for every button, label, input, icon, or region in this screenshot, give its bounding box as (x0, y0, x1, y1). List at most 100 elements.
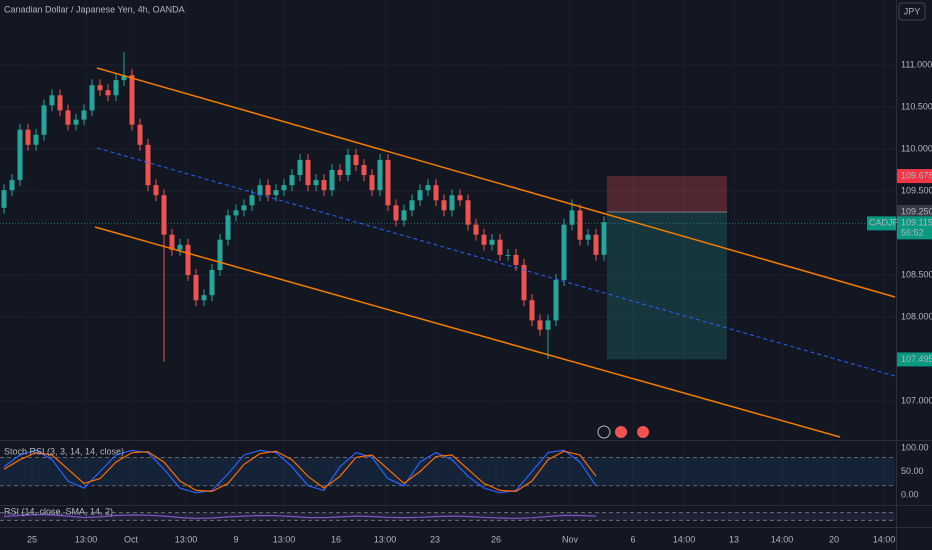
candle-body (425, 185, 431, 191)
candle-body (297, 159, 303, 176)
x-tick-label: 25 (27, 534, 37, 544)
candle-body (257, 185, 263, 196)
candle-body (353, 154, 359, 165)
candle-body (553, 280, 559, 321)
x-tick-label: 13:00 (75, 534, 98, 544)
candle-body (393, 205, 399, 221)
y-tick-label: 108.000 (901, 311, 932, 321)
candle-body (569, 210, 575, 225)
symbol-label: CADJPY (869, 218, 905, 228)
risk-zone (607, 176, 727, 213)
candle-body (513, 254, 519, 265)
candle-body (169, 234, 175, 250)
candle-body (593, 234, 599, 255)
stoch-title: Stoch RSI (3, 3, 14, 14, close) (4, 446, 124, 456)
y-tick-label: 0.00 (901, 490, 919, 500)
candle-body (273, 190, 279, 196)
indicator-line (3, 513, 597, 520)
candle-body (137, 124, 143, 145)
candle-body (249, 195, 255, 206)
candle-body (321, 180, 327, 191)
x-tick-label: 14:00 (873, 534, 896, 544)
chart-title: Canadian Dollar / Japanese Yen, 4h, OAND… (4, 4, 185, 14)
candle-body (457, 195, 463, 201)
x-tick-label: Oct (124, 534, 139, 544)
candle-body (537, 320, 543, 330)
candle-body (497, 239, 503, 255)
candle-body (241, 205, 247, 211)
candle-body (529, 300, 535, 321)
candle-body (449, 195, 455, 211)
candle-body (577, 210, 583, 240)
y-tick-label: 110.500 (901, 101, 932, 111)
candle-body (281, 185, 287, 191)
candle-body (289, 175, 295, 186)
candle-body (33, 134, 39, 145)
candle-body (57, 95, 63, 111)
candle-body (185, 244, 191, 276)
indicator-line (3, 449, 597, 494)
price-axis: 111.000 110.500 110.000 109.500 108.500 108.0… (27, 59, 932, 544)
x-tick-label: 14:00 (771, 534, 794, 544)
currency-label: JPY (904, 6, 921, 16)
candle-body (505, 254, 511, 256)
candle-body (17, 129, 23, 181)
candle-body (81, 110, 87, 120)
candle-body (41, 105, 47, 135)
candle-body (401, 210, 407, 221)
candle-body (433, 185, 439, 201)
candle-body (209, 269, 215, 296)
stop-loss-label: 109.678 (901, 170, 932, 180)
y-tick-label: 110.000 (901, 143, 932, 153)
candle-body (441, 200, 447, 211)
candle-body (465, 200, 471, 225)
event-icons (597, 425, 649, 439)
x-tick-label: 26 (491, 534, 501, 544)
indicator-line (3, 450, 597, 493)
candle-body (481, 234, 487, 245)
x-tick-label: 16 (331, 534, 341, 544)
candle-body (201, 295, 207, 301)
last-price-label: 109.115 (901, 218, 932, 228)
event-icon[interactable] (637, 426, 649, 438)
last-price-box (897, 216, 932, 240)
candle-body (473, 224, 479, 235)
candle-body (9, 180, 15, 191)
rsi-title: RSI (14, close, SMA, 14, 2) (4, 506, 113, 516)
x-tick-label: 13 (729, 534, 739, 544)
band-fill (0, 457, 895, 486)
x-tick-label: 13:00 (273, 534, 296, 544)
stop-loss-label-box (897, 169, 932, 184)
candle-body (105, 90, 111, 96)
candle-body (225, 215, 231, 240)
candle-body (601, 222, 607, 255)
candle-body (73, 119, 79, 125)
x-tick-label: 6 (630, 534, 635, 544)
x-tick-label: 13:00 (175, 534, 198, 544)
candle-body (113, 80, 119, 96)
candle-body (265, 185, 271, 196)
symbol-box (867, 216, 896, 231)
event-icon[interactable] (615, 426, 627, 438)
candle-body (49, 95, 55, 106)
candle-body (361, 164, 367, 176)
x-tick-label: 14:00 (673, 534, 696, 544)
y-tick-label: 108.500 (901, 269, 932, 279)
reward-zone (607, 212, 727, 360)
candle-body (305, 159, 311, 186)
currency-button[interactable] (898, 2, 926, 21)
candle-body (193, 275, 199, 301)
candle-body (337, 170, 343, 176)
candle-body (233, 210, 239, 216)
event-icon[interactable] (597, 425, 611, 439)
channel-lower (94, 226, 841, 438)
y-tick-label: 100.00 (901, 442, 929, 452)
candle-body (1, 190, 7, 208)
candle-body (329, 170, 335, 191)
candle-body (369, 175, 375, 191)
x-tick-label: 23 (430, 534, 440, 544)
candle-body (177, 244, 183, 250)
candle-body (561, 224, 567, 281)
candle-body (313, 180, 319, 186)
